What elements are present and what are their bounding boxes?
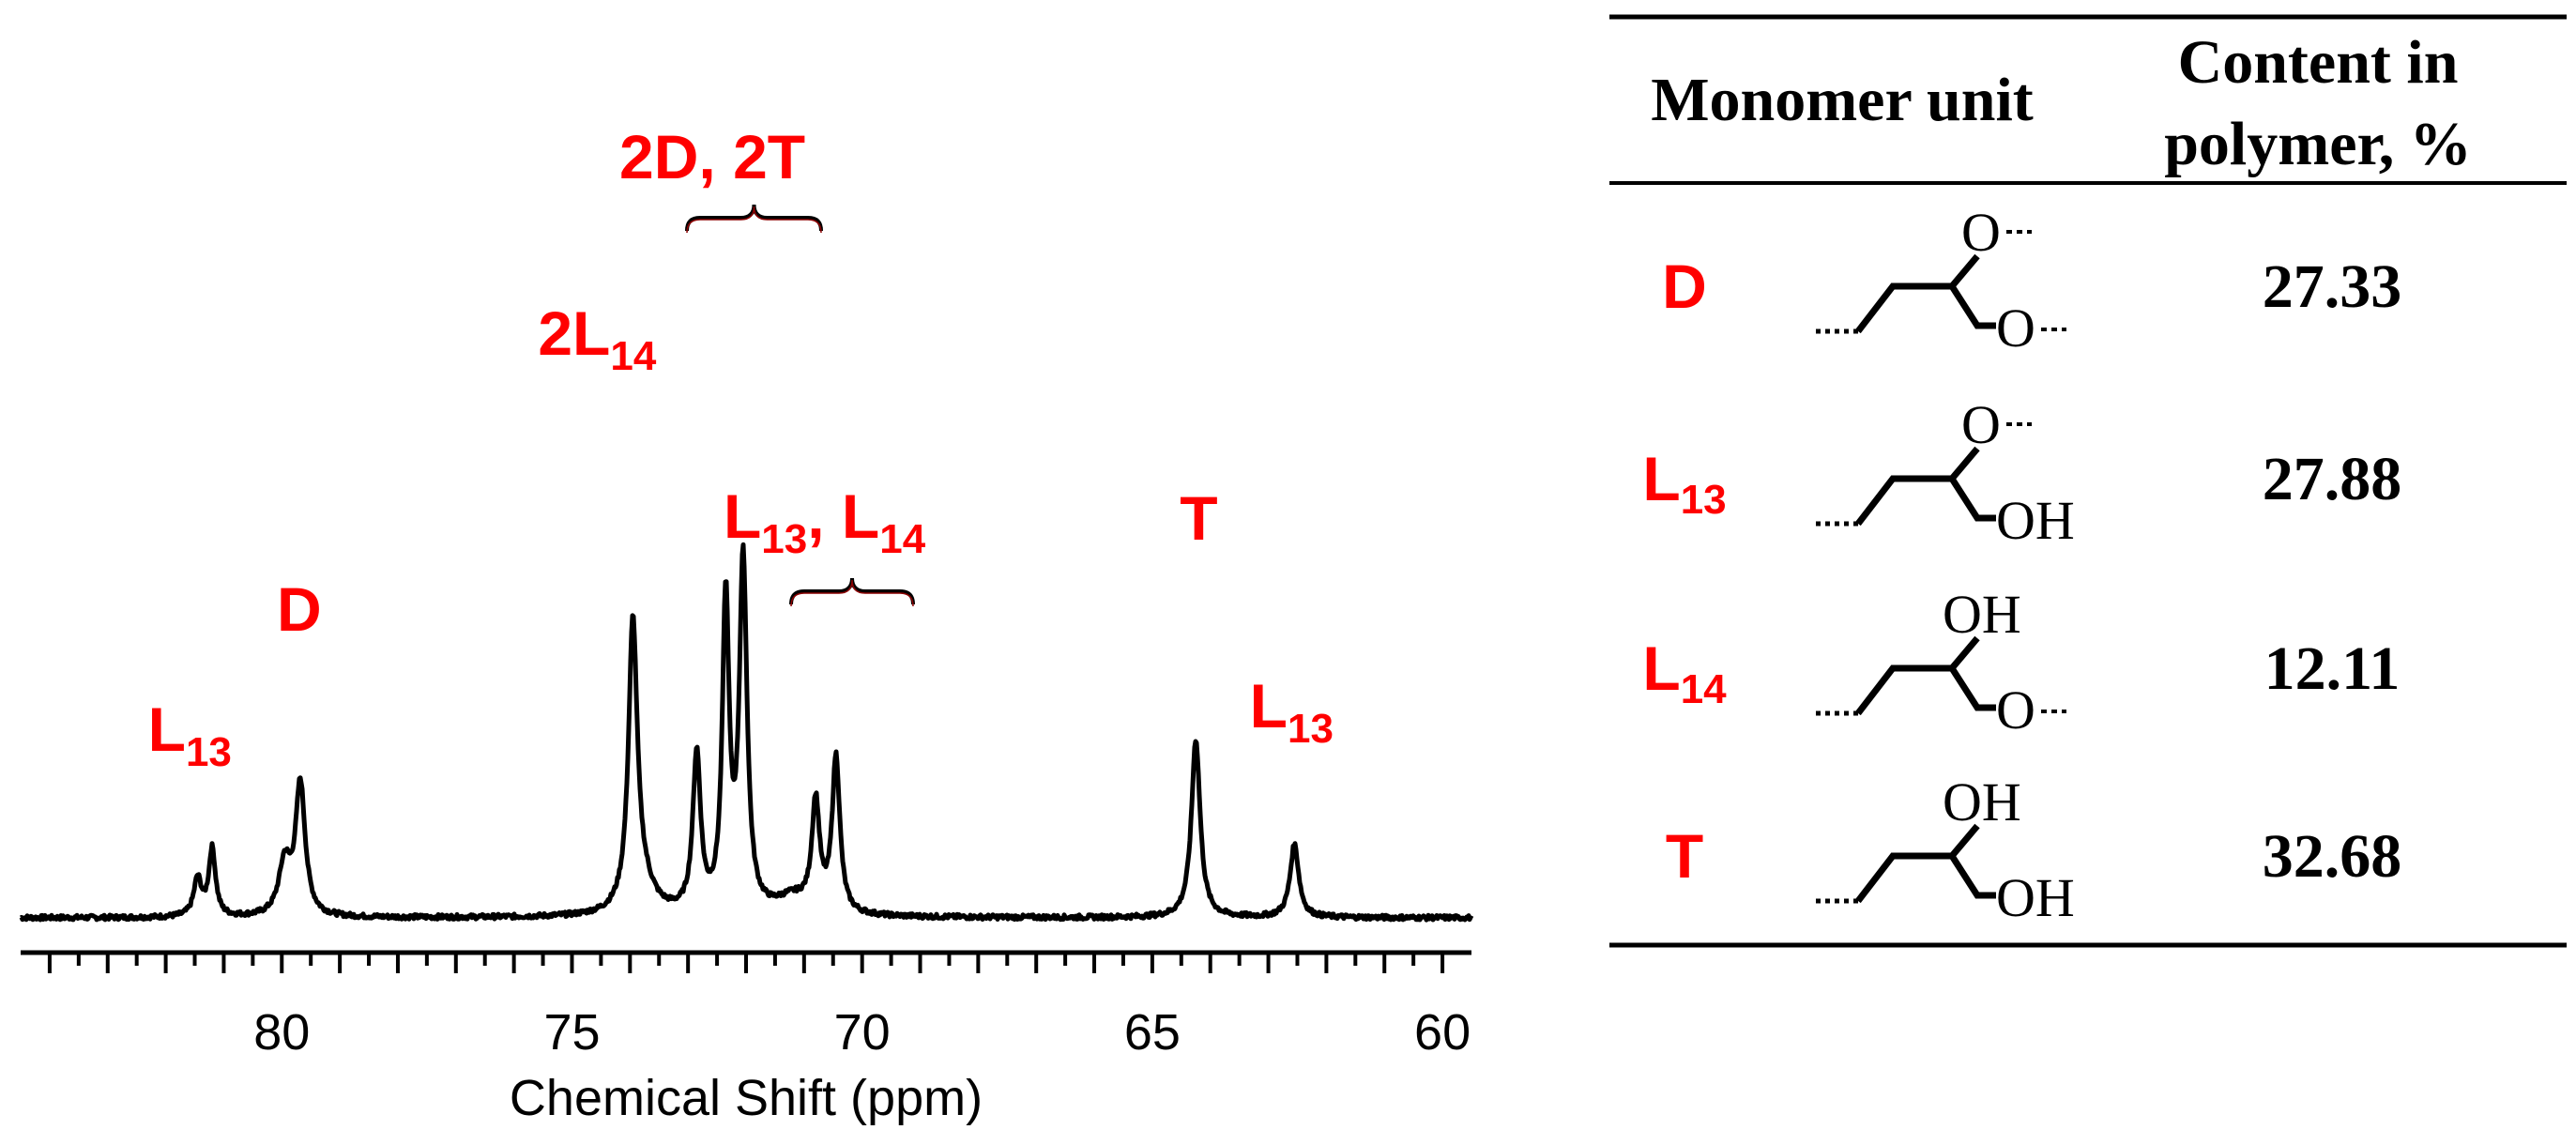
brace-l13-l14-shadow bbox=[790, 579, 914, 607]
peak-label-subscript: 14 bbox=[610, 333, 656, 379]
content-value: 32.68 bbox=[2263, 822, 2402, 891]
peak-label-text: 2D, 2T bbox=[619, 122, 805, 191]
monomer-label-text: T bbox=[1666, 821, 1703, 891]
peak-label-d: D bbox=[277, 574, 322, 644]
side-bond bbox=[1949, 666, 1996, 711]
peak-label-text: , L bbox=[807, 481, 879, 551]
side-bond bbox=[1949, 284, 1996, 329]
top-substituent: O bbox=[1961, 202, 2001, 263]
table-row: T OH OH 32.68 bbox=[1666, 771, 2401, 928]
bottom-substituent: OH bbox=[1996, 490, 2075, 551]
peak-label-text: 2L bbox=[538, 298, 610, 368]
table-row: D OO 27.33 bbox=[1662, 202, 2401, 359]
content-value: 27.33 bbox=[2263, 252, 2402, 321]
peak-label-text: T bbox=[1180, 483, 1217, 553]
spectrum-line bbox=[19, 542, 1474, 923]
peak-braces bbox=[685, 204, 915, 607]
monomer-label: T bbox=[1666, 821, 1703, 891]
x-axis-ticks bbox=[47, 953, 1445, 973]
peak-label-2d-2t: 2D, 2T bbox=[619, 122, 805, 191]
header-content-line1: Content in bbox=[2178, 28, 2459, 97]
nmr-spectrum-chart: 80 75 70 65 60 Chemical Shift (ppm) L13D2L14… bbox=[19, 122, 1474, 1126]
peak-label-t: T bbox=[1180, 483, 1217, 553]
monomer-label-subscript: 13 bbox=[1681, 477, 1727, 523]
content-value: 12.11 bbox=[2264, 634, 2401, 703]
peak-label-subscript: 13 bbox=[186, 729, 232, 775]
x-tick-label: 75 bbox=[543, 1004, 600, 1061]
brace-2d-2t-shadow bbox=[686, 206, 822, 234]
peak-label-subscript: 13 bbox=[1288, 706, 1334, 752]
peak-label-l13-l14: L13, L14 bbox=[724, 481, 926, 562]
peak-label-2l14: 2L14 bbox=[538, 298, 657, 379]
side-bond bbox=[1949, 477, 1996, 522]
monomer-label-text: D bbox=[1662, 252, 1707, 321]
monomer-structure: OH O bbox=[1816, 584, 2066, 740]
backbone-bond bbox=[1855, 823, 1980, 904]
content-value: 27.88 bbox=[2263, 445, 2402, 513]
top-substituent: OH bbox=[1943, 771, 2021, 832]
monomer-label-text: L bbox=[1642, 444, 1680, 513]
peak-label-text: L bbox=[148, 695, 186, 764]
brace-l13-l14 bbox=[789, 577, 915, 605]
top-substituent: OH bbox=[1943, 584, 2021, 645]
peak-label-text: L bbox=[724, 481, 761, 551]
peak-label-l13-left: L13 bbox=[148, 695, 232, 775]
side-bond bbox=[1949, 854, 1996, 899]
peak-label-subscript: 13 bbox=[761, 516, 807, 562]
backbone-bond bbox=[1855, 446, 1980, 527]
peak-label-text: L bbox=[1250, 671, 1288, 740]
peak-label-subscript: 14 bbox=[879, 516, 925, 562]
monomer-label: L13 bbox=[1642, 444, 1726, 523]
monomer-label-text: L bbox=[1642, 634, 1680, 703]
bottom-substituent: O bbox=[1996, 298, 2035, 359]
monomer-structure: O OH bbox=[1816, 394, 2075, 551]
peak-label-text: D bbox=[277, 574, 322, 644]
backbone-bond bbox=[1855, 635, 1980, 716]
monomer-label: D bbox=[1662, 252, 1707, 321]
table-row: L13 O OH 27.88 bbox=[1642, 394, 2401, 551]
top-substituent: O bbox=[1961, 394, 2001, 455]
monomer-label: L14 bbox=[1642, 634, 1727, 712]
backbone-bond bbox=[1855, 253, 1980, 334]
x-axis-title: Chemical Shift (ppm) bbox=[510, 1070, 983, 1126]
x-tick-label: 65 bbox=[1124, 1004, 1181, 1061]
monomer-content-table: Monomer unit Content in polymer, % DOO27… bbox=[1609, 14, 2567, 948]
monomer-structure: OH OH bbox=[1816, 771, 2075, 928]
table-row: L14 OH O 12.11 bbox=[1642, 584, 2400, 740]
monomer-label-subscript: 14 bbox=[1681, 666, 1727, 712]
header-monomer-unit: Monomer unit bbox=[1651, 66, 2034, 134]
bottom-substituent: OH bbox=[1996, 867, 2075, 928]
header-content-line2: polymer, % bbox=[2164, 110, 2472, 178]
peak-label-l13-right: L13 bbox=[1250, 671, 1334, 752]
x-tick-label: 60 bbox=[1414, 1004, 1471, 1061]
x-tick-label: 80 bbox=[253, 1004, 310, 1061]
bottom-substituent: O bbox=[1996, 679, 2035, 740]
x-axis-tick-labels: 80 75 70 65 60 bbox=[253, 1004, 1471, 1061]
brace-2d-2t bbox=[685, 204, 823, 232]
x-tick-label: 70 bbox=[834, 1004, 891, 1061]
monomer-structure: OO bbox=[1816, 202, 2066, 359]
